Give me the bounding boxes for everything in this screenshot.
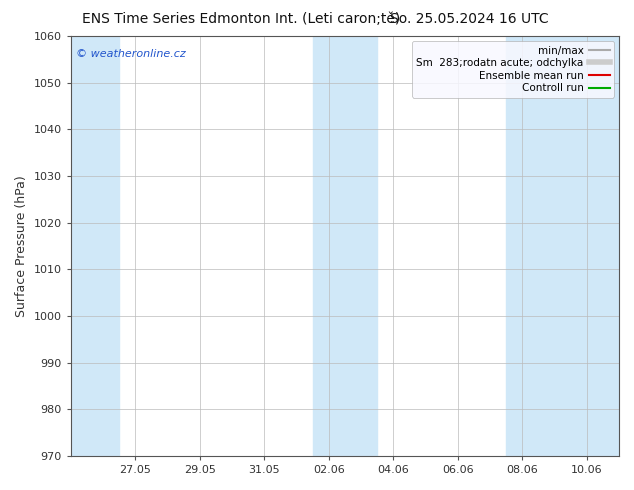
Bar: [313, 36, 377, 456]
Y-axis label: Surface Pressure (hPa): Surface Pressure (hPa): [15, 175, 28, 317]
Text: © weatheronline.cz: © weatheronline.cz: [76, 49, 186, 59]
Bar: [71, 36, 119, 456]
Text: So. 25.05.2024 16 UTC: So. 25.05.2024 16 UTC: [390, 12, 548, 26]
Legend: min/max, Sm  283;rodatn acute; odchylka, Ensemble mean run, Controll run: min/max, Sm 283;rodatn acute; odchylka, …: [412, 41, 614, 98]
Text: ENS Time Series Edmonton Int. (Leti caron;tě): ENS Time Series Edmonton Int. (Leti caro…: [82, 12, 400, 26]
Bar: [506, 36, 619, 456]
